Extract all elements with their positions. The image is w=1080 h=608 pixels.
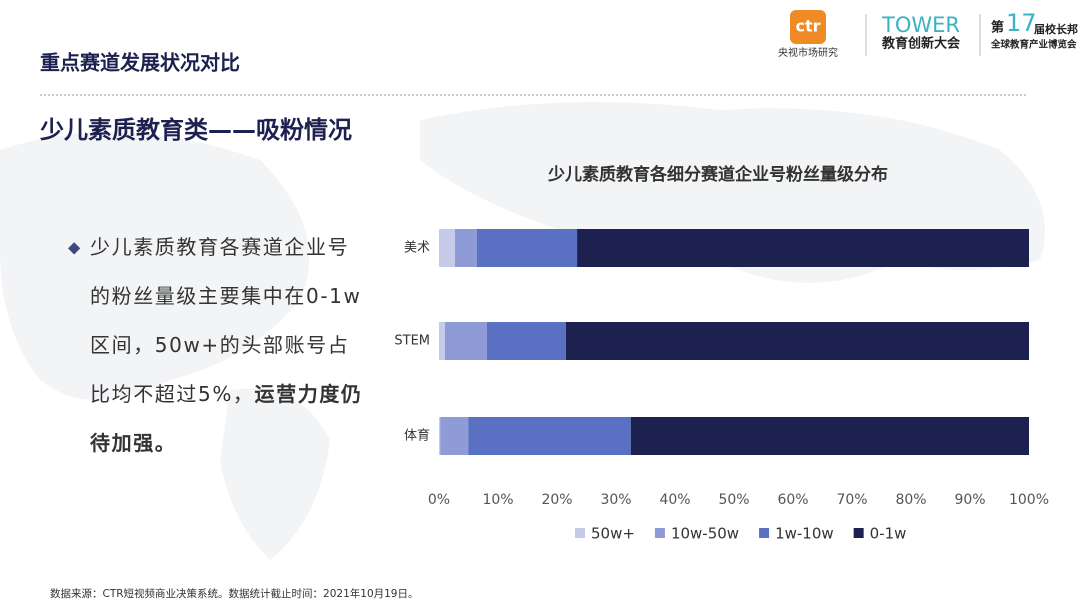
bar-segment xyxy=(577,229,1029,267)
bullet-line: 少儿素质教育各赛道企业号 xyxy=(90,235,349,259)
y-tick-label: 美术 xyxy=(404,241,430,256)
x-tick-label: 0% xyxy=(428,492,450,508)
expo-prefix: 第 xyxy=(991,20,1004,36)
bullet-segment: 少儿素质教育各赛道企业号 xyxy=(90,235,349,259)
bullet-marker: ◆ xyxy=(68,238,81,257)
bullet-segment: 运营力度仍 xyxy=(255,382,363,406)
legend-label: 0-1w xyxy=(870,525,907,543)
y-tick-label: 体育 xyxy=(404,428,430,444)
y-tick-label: STEM xyxy=(394,334,430,349)
legend-swatch xyxy=(575,528,585,538)
x-tick-label: 20% xyxy=(541,492,572,508)
chart: 0% 10% 20% 30% 40% 50% 60% 70% 80% 90% 100% 美术 STEM 体… xyxy=(394,229,1049,543)
bar-segment xyxy=(454,229,477,267)
bar-segment xyxy=(565,322,1029,360)
x-tick-label: 30% xyxy=(600,492,631,508)
ctr-logo-text: ctr xyxy=(795,17,820,36)
legend-swatch xyxy=(654,528,665,538)
x-tick-label: 60% xyxy=(777,492,808,508)
bar-segment xyxy=(439,417,441,455)
x-tick-label: 80% xyxy=(895,492,926,508)
x-tick-label: 50% xyxy=(718,492,749,508)
bullet-segment: 待加强。 xyxy=(90,431,176,455)
expo-number: 17 xyxy=(1006,9,1037,37)
x-tick-label: 90% xyxy=(954,492,985,508)
bar-segment xyxy=(439,229,455,267)
bar-segment xyxy=(468,417,631,455)
bullet-line: 比均不超过5%，运营力度仍 xyxy=(90,382,363,406)
tower-name: 教育创新大会 xyxy=(881,36,961,52)
expo-suffix: 届校长邦 xyxy=(1034,22,1078,36)
x-tick-label: 100% xyxy=(1009,492,1049,508)
chart-title: 少儿素质教育各细分赛道企业号粉丝量级分布 xyxy=(547,164,888,185)
ctr-logo xyxy=(790,10,826,44)
expo-name: 全球教育产业博览会 xyxy=(990,39,1077,51)
header-title: 重点赛道发展状况对比 xyxy=(40,51,240,75)
bar-segment xyxy=(476,229,578,267)
bar-segment xyxy=(440,417,469,455)
x-tick-label: 10% xyxy=(482,492,513,508)
bullet-line: 待加强。 xyxy=(90,431,176,455)
bullet-segment: 区间，50w+的头部账号占 xyxy=(90,333,349,357)
legend-swatch xyxy=(853,528,864,538)
subtitle: 少儿素质教育类——吸粉情况 xyxy=(39,116,352,144)
bar-segment xyxy=(486,322,566,360)
bullet-segment: 的粉丝量级主要集中在0-1w xyxy=(90,284,361,308)
bar-segment xyxy=(439,322,445,360)
tower-logo: TOWER xyxy=(881,13,960,37)
bar-segment xyxy=(630,417,1029,455)
bar-segment xyxy=(444,322,487,360)
bullet-line: 的粉丝量级主要集中在0-1w xyxy=(90,284,361,308)
legend-label: 50w+ xyxy=(591,525,635,543)
bullet-segment: 比均不超过5%， xyxy=(90,382,255,406)
footnote: 数据来源：CTR短视频商业决策系统。数据统计截止时间：2021年10月19日。 xyxy=(50,587,418,600)
ctr-name: 央视市场研究 xyxy=(778,46,838,59)
legend-label: 10w-50w xyxy=(671,525,739,543)
x-tick-label: 40% xyxy=(659,492,690,508)
x-tick-label: 70% xyxy=(836,492,867,508)
legend-swatch xyxy=(759,528,770,538)
bullet-line: 区间，50w+的头部账号占 xyxy=(90,333,349,357)
legend-label: 1w-10w xyxy=(775,525,834,543)
